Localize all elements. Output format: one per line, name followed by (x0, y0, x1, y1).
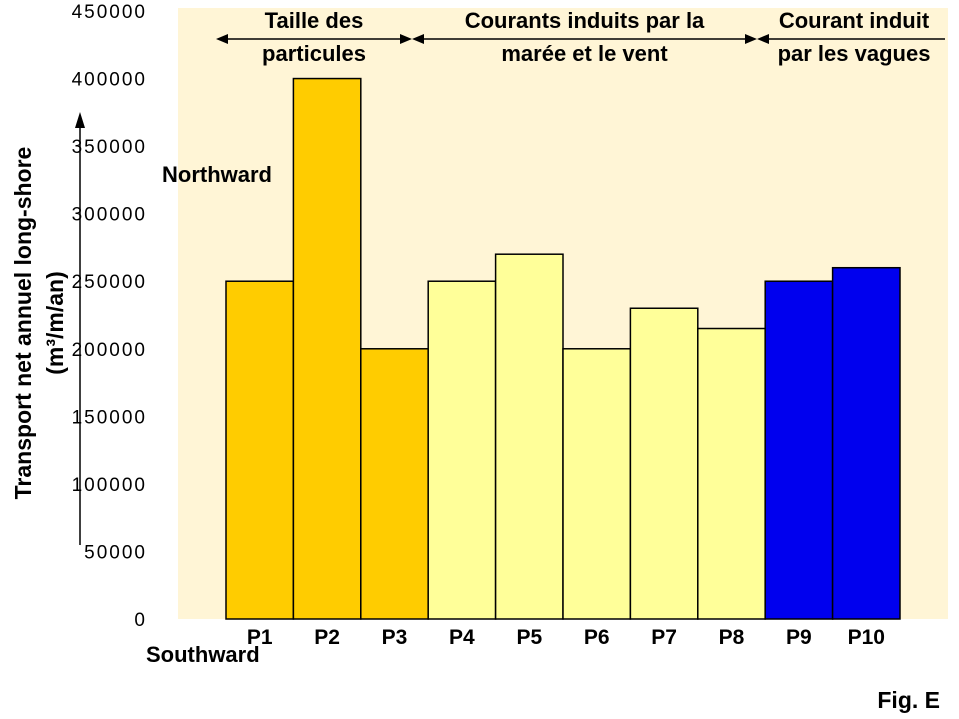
group-label-line: Courants induits par la (465, 8, 705, 33)
x-tick-label: P5 (516, 626, 542, 649)
bar-p3 (360, 348, 429, 620)
bar-p8 (697, 327, 766, 620)
bar-p2 (292, 77, 362, 620)
group-label-line: Courant induit (779, 8, 930, 33)
y-tick-label: 400000 (72, 70, 147, 91)
y-tick-label: 450000 (72, 2, 147, 23)
x-tick-label: P2 (314, 626, 340, 649)
bar-p7 (629, 307, 699, 620)
group-label-line: marée et le vent (501, 41, 668, 66)
bar-p4 (427, 280, 497, 620)
y-tick-label: 300000 (72, 205, 147, 226)
bar-p6 (562, 348, 632, 620)
southward-label: Southward (146, 642, 260, 667)
y-tick-label: 50000 (84, 542, 147, 563)
group-label-line: Taille des (265, 8, 364, 33)
x-tick-label: P8 (719, 626, 745, 649)
y-axis-title: Transport net annuel long-shore (m³/m/an… (10, 147, 68, 500)
arrow-left-icon (757, 34, 769, 44)
direction-indicator: Northward Southward (75, 112, 272, 667)
x-tick-label: P6 (584, 626, 610, 649)
category-labels: P1 P2 P3 P4 P5 P6 P7 P8 P9 P10 (247, 626, 885, 649)
y-tick-label: 250000 (72, 272, 147, 293)
x-tick-label: P4 (449, 626, 475, 649)
northward-label: Northward (162, 162, 272, 187)
figure-label: Fig. E (877, 687, 940, 713)
bar-p1 (225, 280, 295, 620)
y-tick-label: 200000 (72, 340, 147, 361)
y-axis-title-line2: (m³/m/an) (42, 271, 68, 375)
group-label-line: particules (262, 41, 366, 66)
y-tick-label: 100000 (72, 475, 147, 496)
arrow-right-icon (745, 34, 757, 44)
arrow-left-icon (216, 34, 228, 44)
bar-p10 (831, 266, 901, 620)
group-annotations: Taille des particules Courants induits par… (216, 8, 945, 66)
y-axis-title-line1: Transport net annuel long-shore (10, 147, 36, 500)
group-label-line: par les vagues (778, 41, 931, 66)
arrow-right-icon (400, 34, 412, 44)
y-axis-ticks: 0 50000 100000 150000 200000 250000 300000 3500… (72, 2, 147, 631)
x-tick-label: P7 (651, 626, 677, 649)
x-tick-label: P9 (786, 626, 812, 649)
y-tick-label: 150000 (72, 407, 147, 428)
y-tick-label: 350000 (72, 137, 147, 158)
bar-p9 (764, 280, 834, 620)
bar-p5 (494, 253, 564, 620)
northward-arrowhead-icon (75, 112, 85, 128)
bars (225, 77, 901, 620)
y-tick-label: 0 (134, 610, 147, 631)
x-tick-label: P3 (382, 626, 408, 649)
arrow-left-icon (412, 34, 424, 44)
x-tick-label: P10 (848, 626, 885, 649)
x-tick-label: P1 (247, 626, 273, 649)
